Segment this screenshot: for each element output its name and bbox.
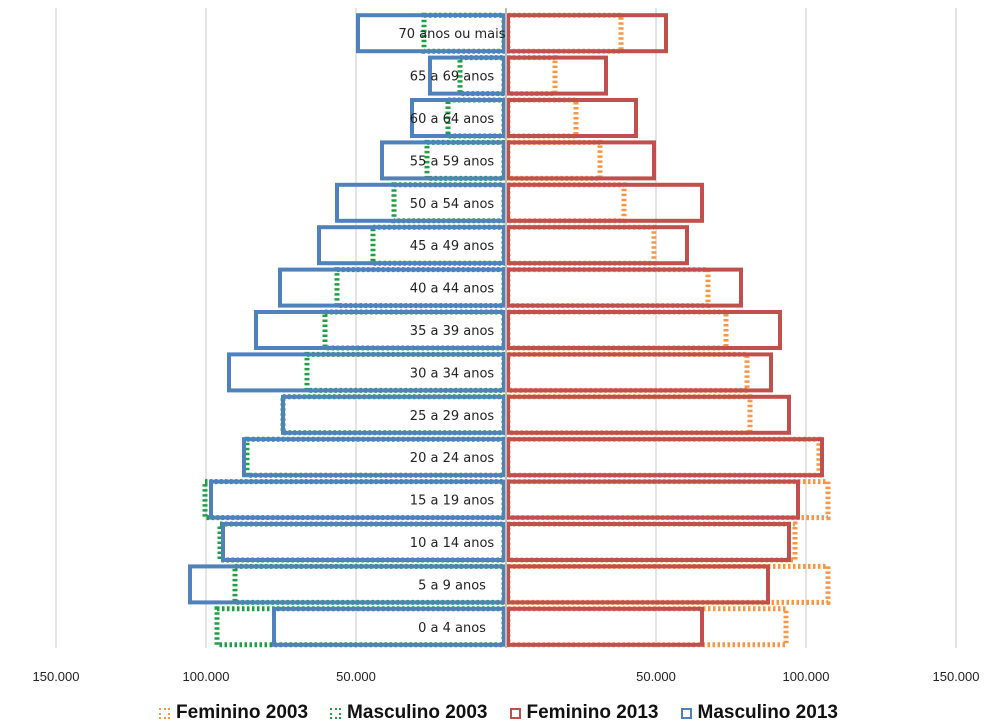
age-label-1: 5 a 9 anos [418,578,486,593]
bar-feminino-2003-1 [505,563,831,605]
bar-feminino-2003-10 [505,182,627,224]
age-label-11: 55 a 59 anos [410,154,495,169]
bar-feminino-2013-8 [506,267,743,308]
bar-feminino-2003-12 [505,97,579,139]
age-label-14: 70 anos ou mais [398,27,505,42]
bar-feminino-2013-5 [506,394,791,435]
legend-label: Feminino 2003 [176,702,309,723]
bar-feminino-2003-2 [505,521,798,563]
x-tick-label-5: 150.000 [933,669,980,684]
bar-feminino-2003-0 [505,606,789,648]
bar-masculino-2013-14 [356,13,506,54]
legend-label: Feminino 2013 [526,702,659,723]
bar-masculino-2013-4 [242,437,506,478]
legend-swatch-feminino-2003 [159,707,171,719]
age-label-2: 10 a 14 anos [410,536,495,551]
age-label-3: 15 a 19 anos [410,494,495,509]
bar-masculino-2013-1 [188,564,506,605]
bar-feminino-2003-13 [505,55,558,97]
age-label-12: 60 a 64 anos [410,112,495,127]
bar-feminino-2013-2 [506,522,791,562]
bar-feminino-2013-1 [506,564,770,605]
legend-swatch-masculino-2013 [680,707,692,719]
bars [188,12,831,648]
age-label-6: 30 a 34 anos [410,366,495,381]
legend-swatch-masculino-2003 [330,707,342,719]
bar-feminino-2003-3 [505,479,831,521]
bar-feminino-2013-7 [506,310,782,350]
age-group-labels: 0 a 4 anos 5 a 9 anos 10 a 14 anos 15 a 19 … [398,27,505,636]
bar-masculino-2013-0 [272,606,506,647]
population-pyramid-chart: 0 a 4 anos 5 a 9 anos 10 a 14 anos 15 a 19 … [33,8,980,684]
bar-masculino-2013-10 [335,182,506,223]
bar-feminino-2003-4 [505,436,822,478]
bar-masculino-2013-2 [221,522,506,562]
age-label-4: 20 a 24 anos [410,451,495,466]
legend: Feminino 2003 Masculino 2003 Feminino 20… [0,700,997,726]
age-label-5: 25 a 29 anos [410,409,495,424]
age-label-13: 65 a 69 anos [410,70,495,85]
bar-masculino-2013-3 [209,479,506,520]
bar-masculino-2013-7 [254,310,506,350]
legend-item-masculino-2013: Masculino 2013 [680,702,838,724]
bar-feminino-2003-14 [505,12,624,54]
legend-swatch-feminino-2013 [509,707,521,719]
bar-feminino-2013-13 [506,55,608,96]
bar-feminino-2003-11 [505,139,603,181]
bar-masculino-2013-8 [278,267,506,308]
legend-label: Masculino 2003 [347,702,488,723]
bar-masculino-2013-12 [410,98,506,138]
x-tick-label-2: 50.000 [336,669,376,684]
gridlines [55,8,957,648]
bar-feminino-2013-9 [506,225,689,266]
x-tick-label-3: 50.000 [636,669,676,684]
bar-feminino-2003-7 [505,309,729,351]
bar-masculino-2013-9 [317,225,506,266]
bar-feminino-2003-5 [505,394,753,436]
legend-item-masculino-2003: Masculino 2003 [330,702,488,724]
bar-feminino-2013-14 [506,13,668,54]
bar-masculino-2013-11 [380,140,506,181]
age-label-0: 0 a 4 anos [418,621,486,636]
bar-feminino-2003-9 [505,224,657,266]
age-label-7: 35 a 39 anos [410,324,495,339]
bar-masculino-2013-6 [227,352,506,393]
bar-feminino-2013-11 [506,140,656,181]
bar-feminino-2013-6 [506,352,773,393]
bar-feminino-2013-0 [506,606,704,647]
bar-feminino-2013-10 [506,182,704,223]
x-tick-label-0: 150.000 [33,669,80,684]
legend-label: Masculino 2013 [697,702,838,723]
age-label-10: 50 a 54 anos [410,197,495,212]
bar-feminino-2003-8 [505,267,711,309]
x-axis-tick-labels: 150.000 100.000 50.000 50.000 100.000 150.000 [33,669,980,684]
bar-feminino-2013-12 [506,98,638,138]
bar-masculino-2013-13 [428,55,506,96]
legend-item-feminino-2013: Feminino 2013 [509,702,659,724]
bar-feminino-2013-4 [506,437,824,478]
x-tick-label-4: 100.000 [783,669,830,684]
age-label-9: 45 a 49 anos [410,239,495,254]
age-label-8: 40 a 44 anos [410,282,495,297]
bar-feminino-2003-6 [505,351,750,393]
legend-item-feminino-2003: Feminino 2003 [159,702,308,724]
bar-feminino-2013-3 [506,479,800,520]
x-tick-label-1: 100.000 [183,669,230,684]
bar-masculino-2013-5 [281,394,506,435]
